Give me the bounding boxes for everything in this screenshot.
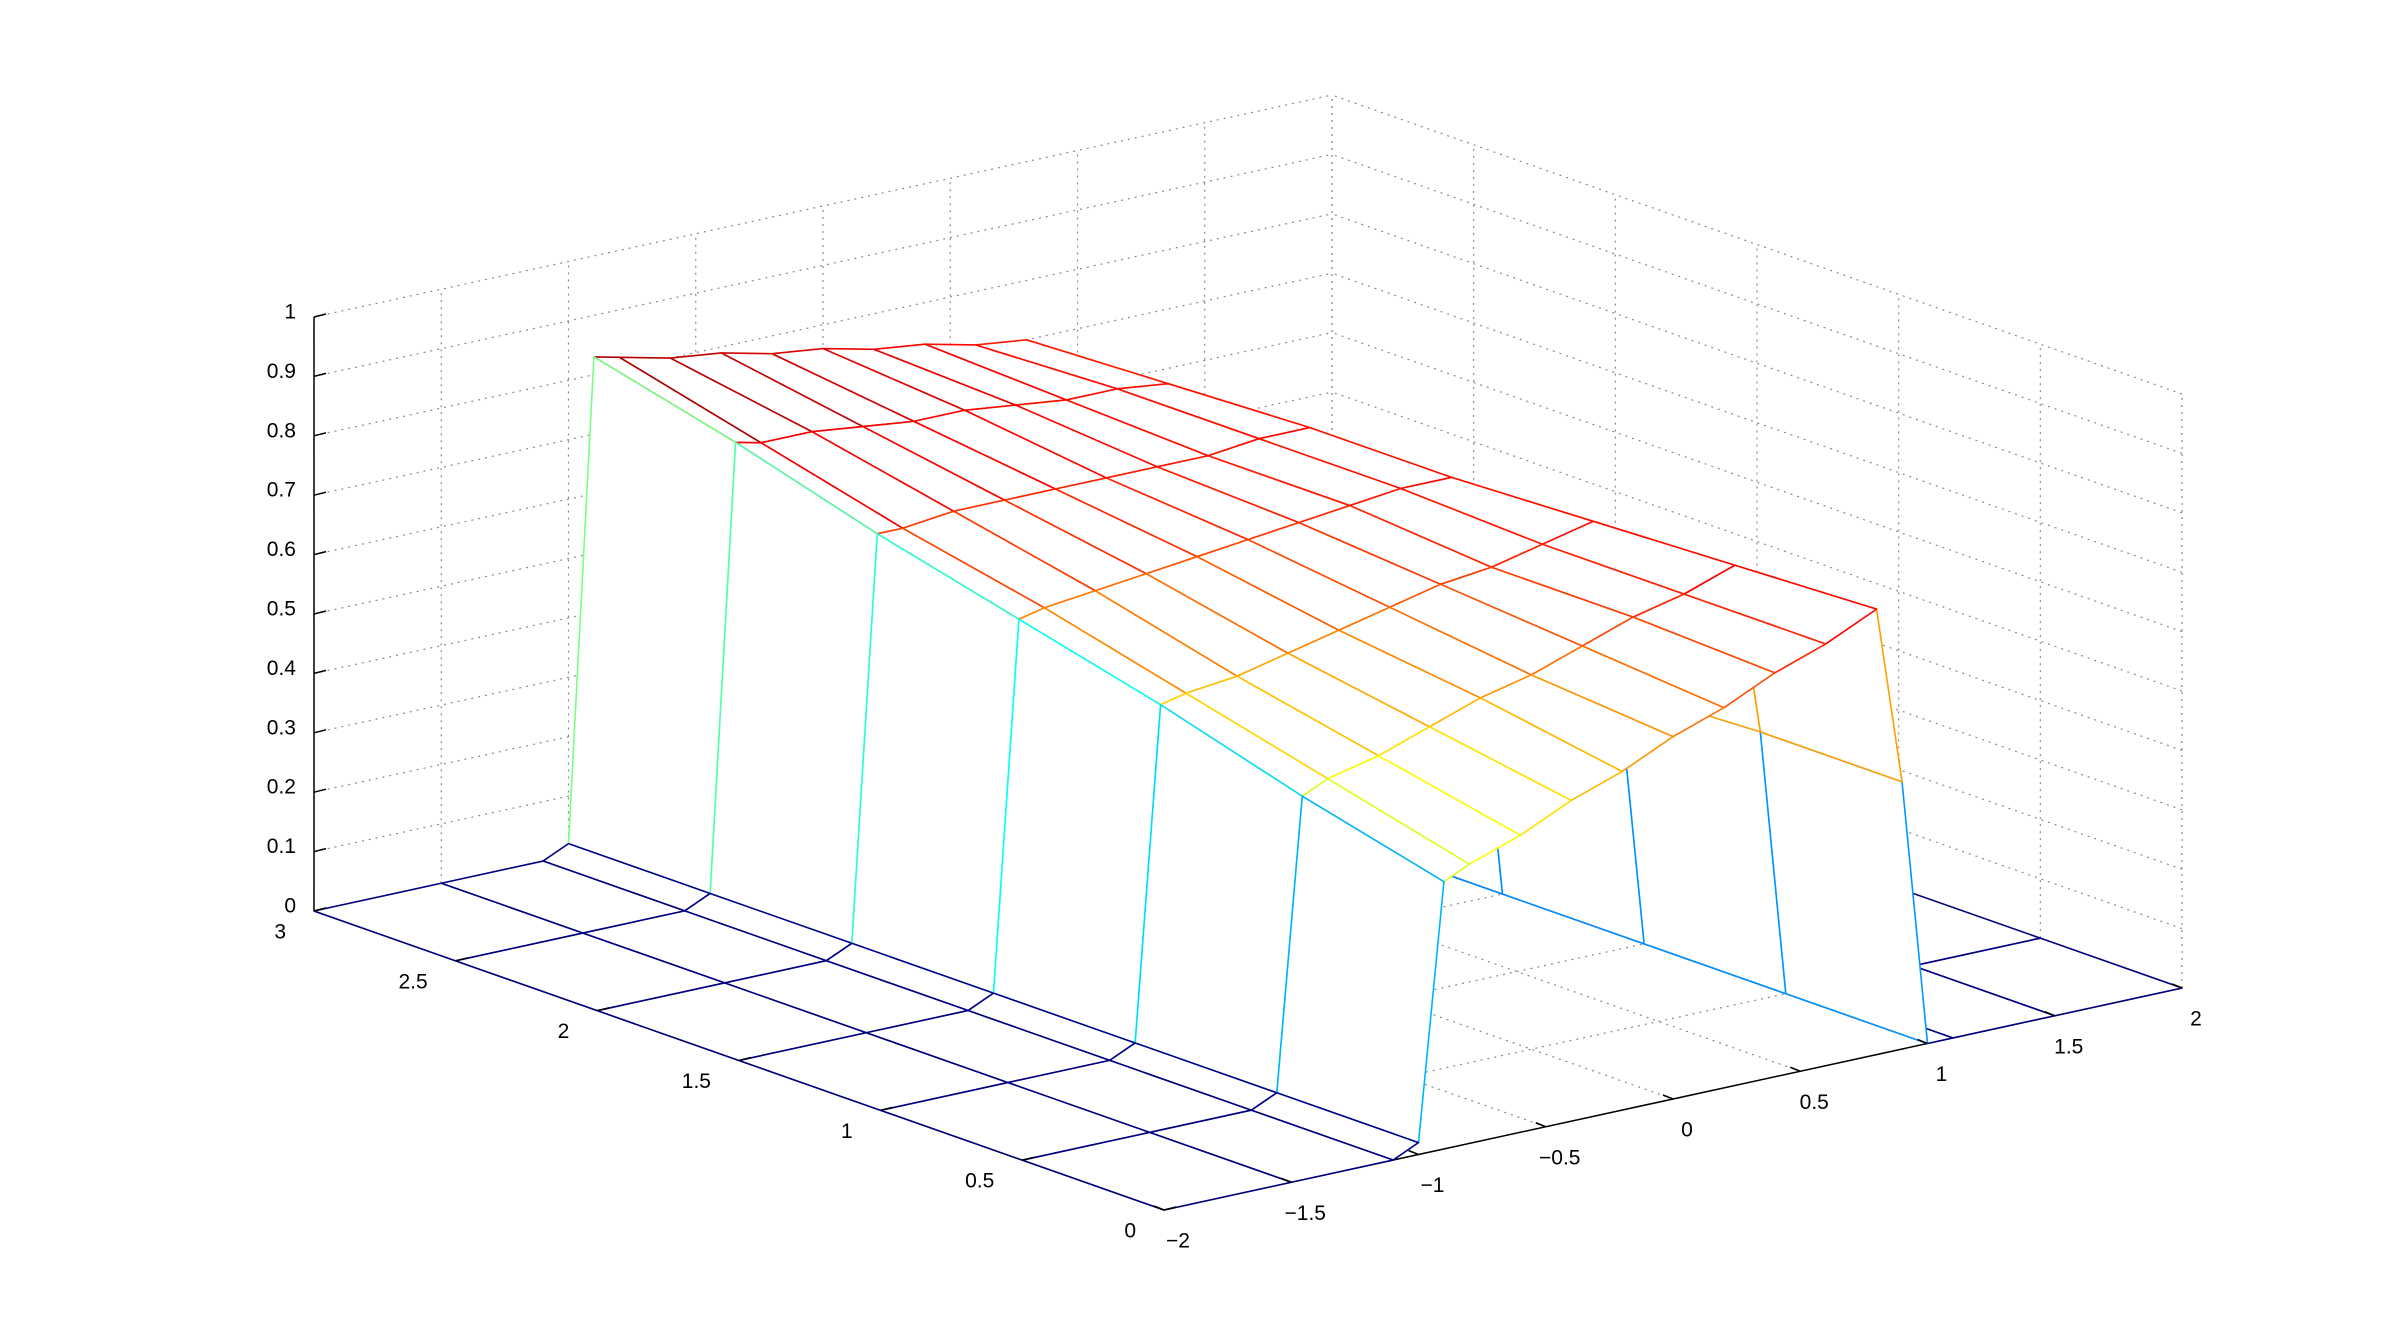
mesh-cell [567, 356, 737, 895]
y-tick [455, 957, 468, 962]
grid-line [313, 213, 1333, 437]
grid-line [1331, 94, 2183, 395]
y-tick [880, 1106, 893, 1112]
x-tick [1789, 1066, 1801, 1072]
x-tick-label: −1.5 [1285, 1202, 1326, 1225]
z-tick [313, 788, 327, 793]
z-tick [313, 669, 327, 675]
x-tick [2171, 983, 2183, 989]
y-tick-label: 0.5 [965, 1170, 994, 1193]
z-tick-label: 0.7 [267, 479, 296, 502]
x-tick [1917, 1038, 1928, 1045]
x-tick-label: −2 [1166, 1230, 1190, 1253]
y-tick [1022, 1156, 1035, 1161]
x-tick-label: −1 [1421, 1174, 1445, 1197]
z-tick [313, 491, 327, 496]
z-tick-label: 0.1 [267, 835, 296, 858]
z-tick [313, 729, 327, 734]
x-tick-label: 0.5 [1800, 1091, 1829, 1114]
z-tick [313, 372, 327, 378]
grid-line [1331, 272, 2183, 573]
y-tick [1163, 1206, 1177, 1211]
mesh-cell [709, 441, 879, 945]
x-tick [1535, 1122, 1547, 1128]
grid-line [313, 153, 1333, 377]
grid-line [313, 94, 1333, 318]
y-tick-label: 3 [274, 921, 286, 944]
z-tick-label: 0.8 [267, 419, 296, 442]
y-tick [738, 1056, 752, 1062]
z-tick [313, 907, 327, 912]
grid-line [1331, 153, 2183, 454]
z-tick [313, 313, 327, 318]
grid-line [1331, 391, 2183, 692]
y-tick-label: 2 [558, 1020, 570, 1043]
grid-line [1331, 332, 2183, 633]
x-tick-label: −0.5 [1539, 1146, 1580, 1169]
z-tick-label: 0.9 [267, 360, 296, 383]
z-tick-label: 0.3 [267, 716, 296, 739]
x-tick-label: 1.5 [2054, 1035, 2083, 1058]
y-tick-label: 1 [841, 1120, 853, 1143]
z-tick [313, 432, 327, 437]
z-tick [313, 610, 327, 615]
y-tick [597, 1006, 610, 1012]
z-tick [313, 550, 327, 556]
mesh-cell [1021, 1131, 1293, 1211]
grid-line [1331, 213, 2183, 514]
z-tick [313, 847, 327, 853]
x-tick [1662, 1094, 1674, 1100]
x-tick-label: 2 [2190, 1008, 2202, 1031]
y-tick-label: 0 [1124, 1220, 1136, 1243]
z-tick-label: 0.5 [267, 598, 296, 621]
grid-line [313, 332, 1333, 556]
z-tick-label: 1 [284, 301, 296, 324]
y-tick-label: 1.5 [682, 1070, 711, 1093]
x-tick [1408, 1149, 1419, 1156]
z-tick-label: 0 [284, 895, 296, 918]
y-tick-label: 2.5 [398, 970, 427, 993]
x-tick [2044, 1011, 2056, 1017]
z-tick-label: 0.4 [267, 657, 297, 680]
x-tick [1280, 1177, 1292, 1183]
z-tick-label: 0.6 [267, 538, 296, 561]
x-tick-label: 1 [1936, 1063, 1948, 1086]
z-tick-label: 0.2 [267, 776, 296, 799]
grid-line [313, 272, 1333, 496]
x-tick [1153, 1205, 1165, 1211]
x-tick-label: 0 [1681, 1119, 1693, 1142]
